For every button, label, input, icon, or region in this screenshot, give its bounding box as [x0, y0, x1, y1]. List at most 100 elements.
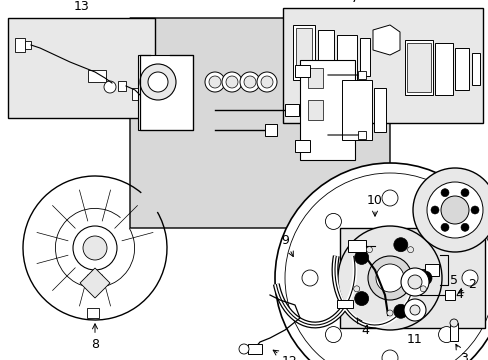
Circle shape: [239, 344, 248, 354]
Text: 10: 10: [366, 194, 382, 216]
Circle shape: [104, 81, 116, 93]
Circle shape: [407, 275, 421, 289]
Circle shape: [417, 271, 431, 285]
Bar: [357, 131, 365, 139]
Text: 4: 4: [356, 318, 368, 337]
Circle shape: [460, 189, 468, 197]
Circle shape: [440, 189, 448, 197]
Circle shape: [204, 72, 224, 92]
Bar: [307, 68, 323, 88]
Circle shape: [470, 206, 478, 214]
Circle shape: [285, 173, 488, 360]
Bar: [471, 53, 479, 85]
Bar: [15, 38, 25, 52]
Circle shape: [366, 247, 372, 253]
Circle shape: [325, 327, 341, 343]
Circle shape: [148, 72, 168, 92]
Bar: [292, 25, 314, 80]
Text: 11: 11: [407, 333, 422, 346]
Text: 6: 6: [0, 359, 1, 360]
Circle shape: [73, 226, 117, 270]
Circle shape: [222, 72, 242, 92]
Bar: [295, 28, 311, 77]
Circle shape: [430, 206, 438, 214]
Text: 12: 12: [273, 350, 297, 360]
Text: 2: 2: [457, 279, 475, 293]
Circle shape: [225, 76, 238, 88]
Text: 7: 7: [350, 0, 358, 5]
Circle shape: [354, 292, 368, 306]
Circle shape: [244, 76, 256, 88]
Bar: [87, 308, 99, 318]
Circle shape: [240, 72, 260, 92]
Text: 9: 9: [281, 234, 293, 257]
Bar: [283, 8, 482, 123]
Circle shape: [393, 304, 407, 318]
Circle shape: [354, 251, 368, 265]
Text: 13: 13: [74, 0, 90, 13]
Bar: [299, 60, 354, 160]
Polygon shape: [130, 18, 389, 228]
Circle shape: [409, 305, 419, 315]
Circle shape: [386, 310, 392, 316]
Bar: [347, 240, 365, 252]
Bar: [449, 323, 457, 341]
Circle shape: [261, 76, 272, 88]
Circle shape: [407, 247, 413, 253]
Bar: [336, 300, 352, 308]
Bar: [307, 100, 323, 120]
Bar: [336, 35, 356, 80]
Circle shape: [440, 196, 468, 224]
Circle shape: [274, 163, 488, 360]
Circle shape: [367, 256, 411, 300]
Bar: [132, 88, 148, 100]
Bar: [8, 18, 155, 118]
Bar: [359, 38, 369, 76]
Circle shape: [426, 182, 482, 238]
Bar: [341, 80, 371, 140]
Bar: [444, 290, 454, 300]
Bar: [138, 55, 193, 130]
Text: 8: 8: [91, 324, 99, 351]
Circle shape: [302, 270, 317, 286]
Bar: [339, 228, 484, 328]
Circle shape: [449, 319, 457, 327]
Bar: [373, 88, 385, 132]
Bar: [118, 81, 126, 91]
Text: 5: 5: [449, 274, 457, 287]
Circle shape: [393, 238, 407, 252]
Text: 3: 3: [455, 345, 467, 360]
Circle shape: [381, 190, 397, 206]
Bar: [434, 43, 452, 95]
Bar: [25, 41, 31, 49]
Circle shape: [438, 213, 454, 229]
Bar: [357, 71, 365, 79]
Circle shape: [257, 72, 276, 92]
Bar: [404, 40, 432, 95]
Bar: [424, 264, 438, 276]
Circle shape: [140, 64, 176, 100]
Bar: [294, 65, 309, 77]
Bar: [88, 70, 106, 82]
Text: 1: 1: [0, 359, 1, 360]
Bar: [264, 124, 276, 136]
Circle shape: [403, 299, 425, 321]
Bar: [406, 43, 430, 92]
Circle shape: [337, 226, 441, 330]
Bar: [454, 48, 468, 90]
Circle shape: [419, 286, 426, 292]
Circle shape: [461, 270, 477, 286]
Bar: [294, 140, 309, 152]
Circle shape: [412, 168, 488, 252]
Circle shape: [83, 236, 107, 260]
Circle shape: [375, 264, 403, 292]
Bar: [285, 104, 298, 116]
Circle shape: [208, 76, 221, 88]
Circle shape: [325, 213, 341, 229]
Polygon shape: [372, 25, 399, 55]
Polygon shape: [80, 268, 110, 298]
Circle shape: [438, 327, 454, 343]
Circle shape: [353, 286, 359, 292]
Bar: [247, 344, 262, 354]
Circle shape: [381, 350, 397, 360]
